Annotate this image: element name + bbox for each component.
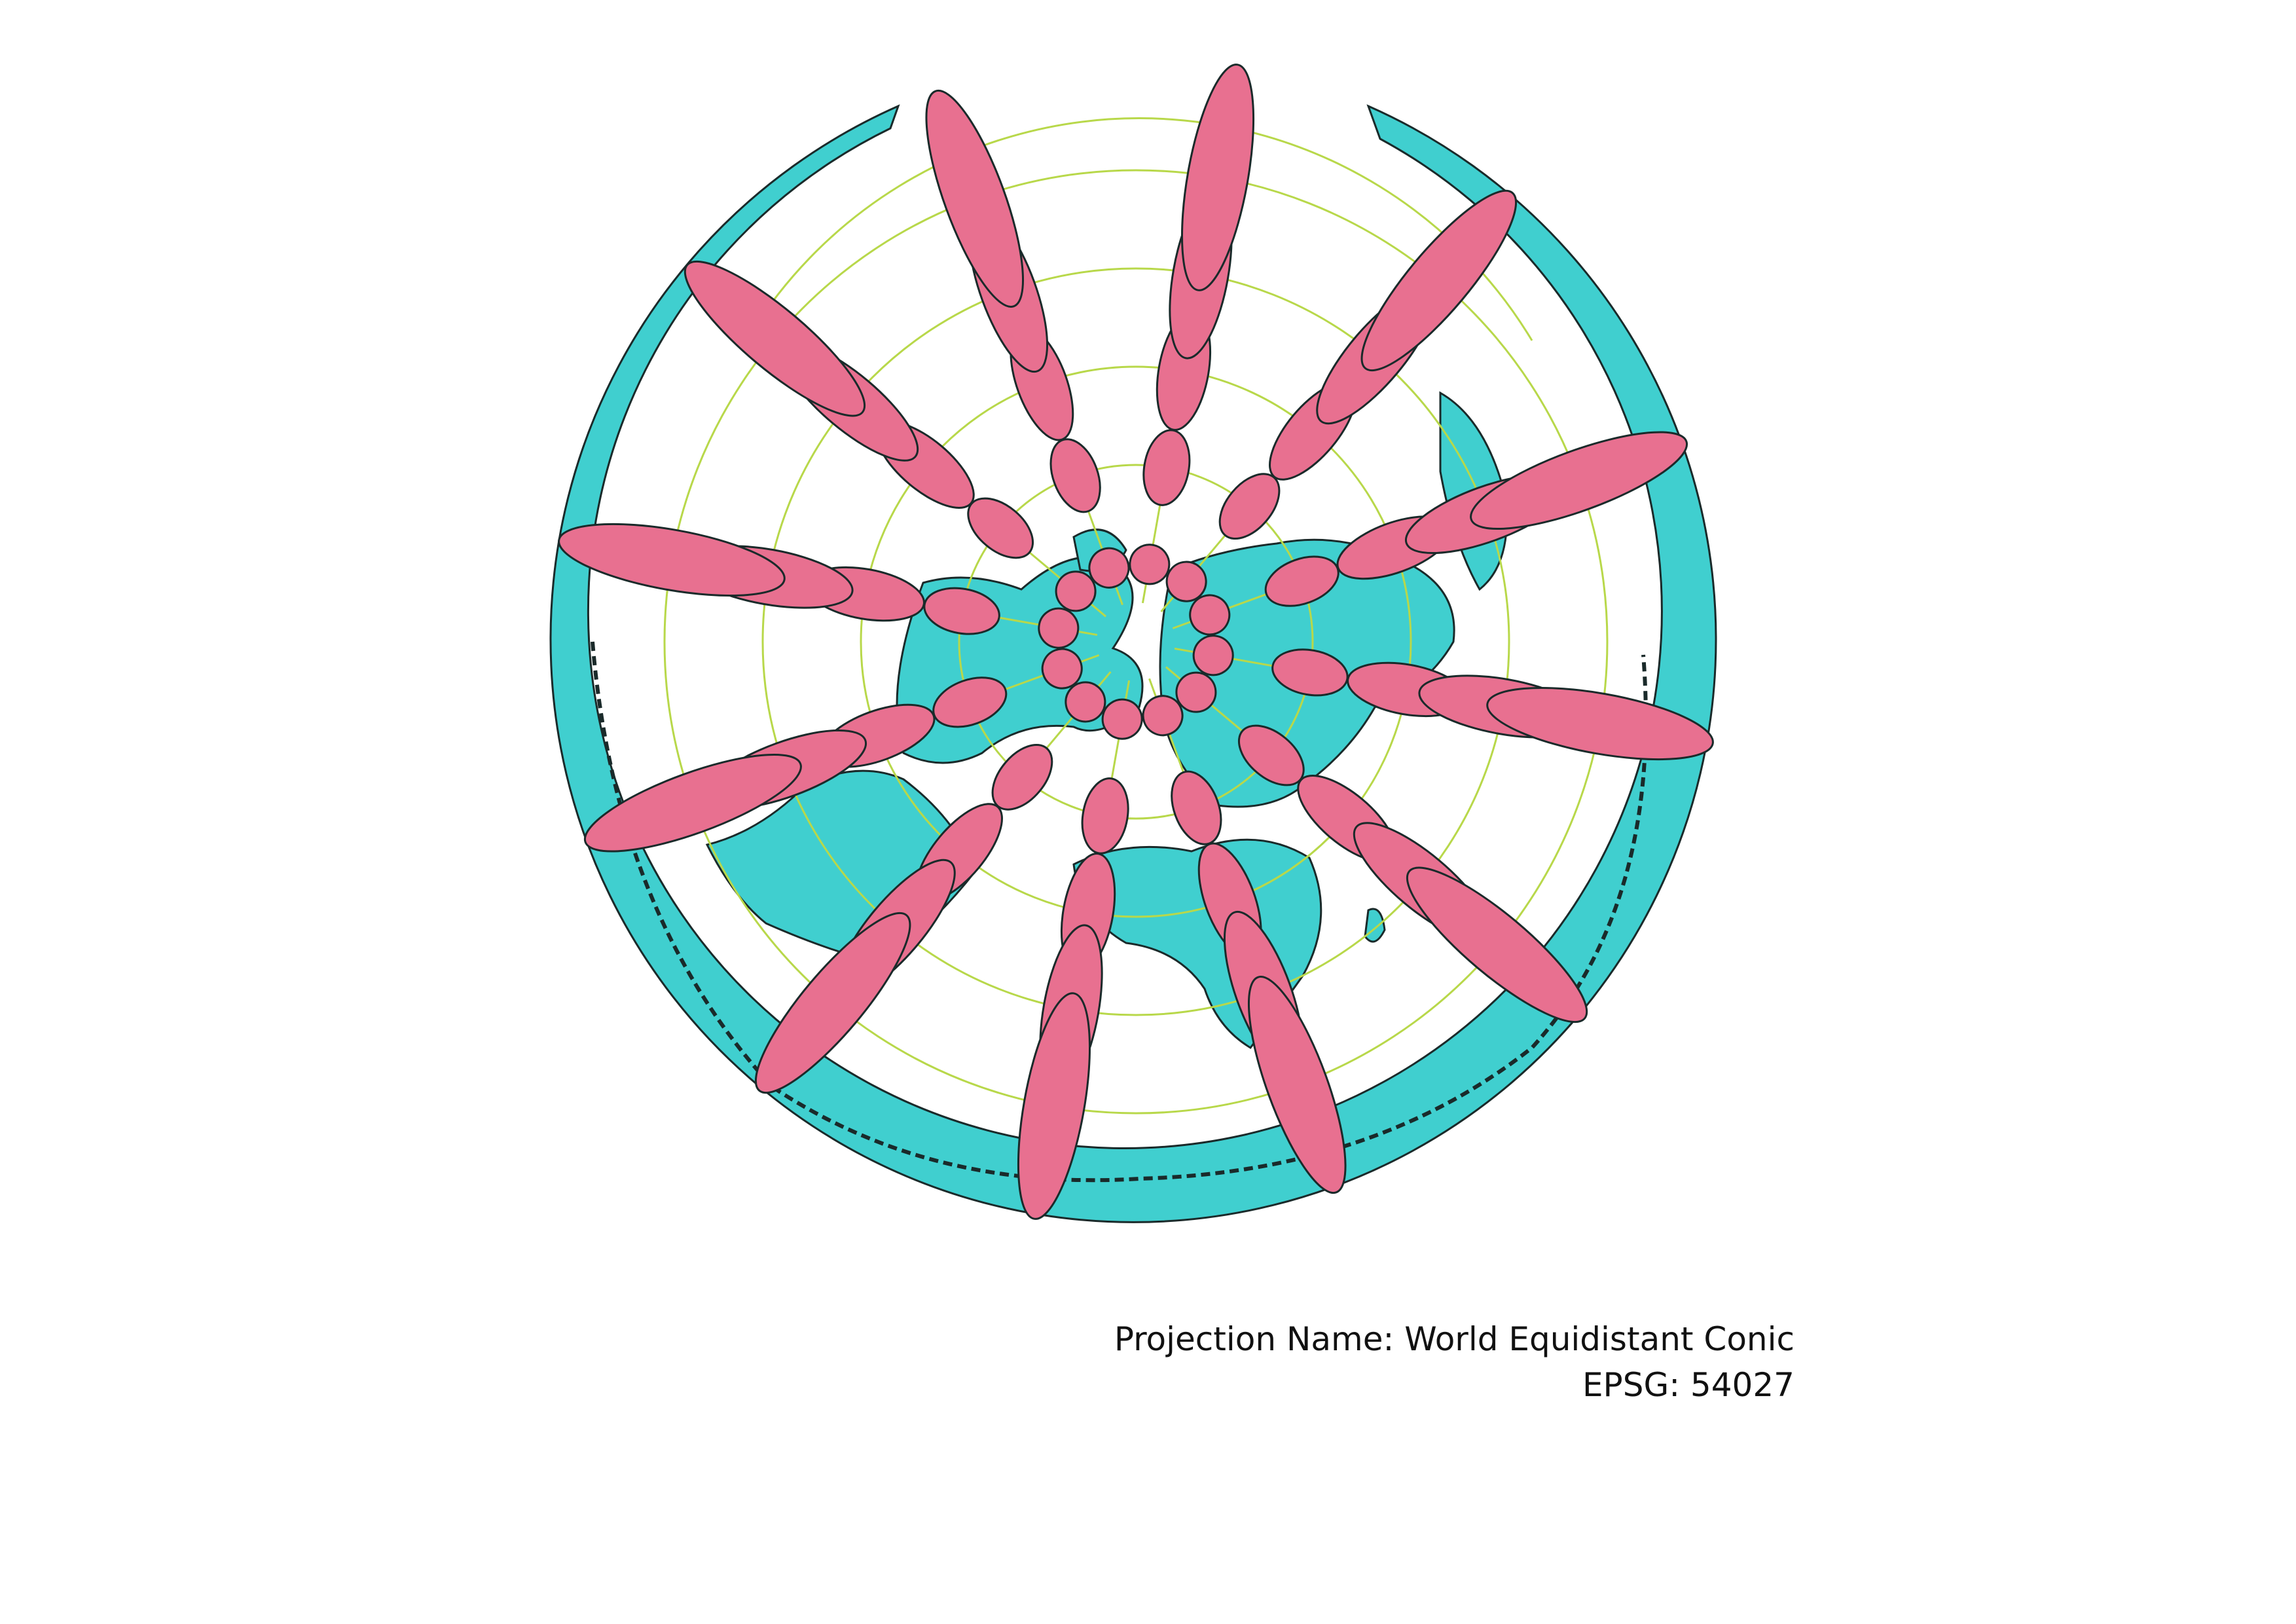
tissot-indicatrices [558, 64, 1714, 1220]
graticule-parallel [761, 267, 1510, 1016]
tissot-ellipse [1041, 648, 1083, 690]
graticule-parallel [663, 169, 1609, 1115]
tissot-ellipse [1247, 976, 1347, 1194]
tissot-ellipse [1165, 561, 1207, 602]
tissot-ellipse [1055, 570, 1097, 612]
projection-caption: Projection Name: World Equidistant Conic… [1114, 1316, 1795, 1408]
tissot-ellipse [1049, 438, 1101, 513]
tissot-ellipse [558, 523, 786, 597]
tissot-ellipse [1192, 635, 1234, 676]
tissot-ellipse [1406, 866, 1588, 1024]
epsg-label: EPSG: 54027 [1582, 1366, 1795, 1404]
tissot-ellipse [1175, 671, 1217, 713]
graticule-meridians [646, 151, 1626, 1132]
tissot-ellipse [1101, 698, 1143, 740]
tissot-ellipse [1038, 607, 1080, 649]
tissot-ellipse [1486, 686, 1714, 761]
tissot-ellipse [1360, 189, 1518, 372]
projection-name-label: Projection Name: World Equidistant Conic [1114, 1320, 1795, 1358]
tissot-ellipse [1129, 544, 1171, 585]
tissot-ellipse [1081, 777, 1129, 855]
tissot-ellipse [1065, 681, 1106, 723]
outer-land-band [549, 104, 1717, 1223]
tissot-ellipse [583, 753, 802, 853]
tissot-ellipse [1180, 64, 1255, 291]
graticule [663, 117, 1609, 1115]
tissot-ellipse [1142, 429, 1191, 506]
tissot-ellipse [1142, 695, 1184, 737]
graticule-parallel [958, 464, 1314, 820]
graticule-parallel [860, 365, 1412, 918]
tissot-ellipse [754, 912, 911, 1094]
tissot-ellipse [1088, 547, 1130, 589]
southern-coastline [591, 641, 1648, 1183]
tissot-ellipse [1189, 594, 1231, 636]
madagascar-landmass [1364, 908, 1386, 943]
tissot-ellipse [1470, 431, 1688, 530]
graticule-parallel [745, 117, 1533, 341]
tissot-ellipse [1017, 992, 1091, 1220]
tissot-ellipse [925, 89, 1025, 308]
tissot-ellipse [683, 260, 866, 417]
